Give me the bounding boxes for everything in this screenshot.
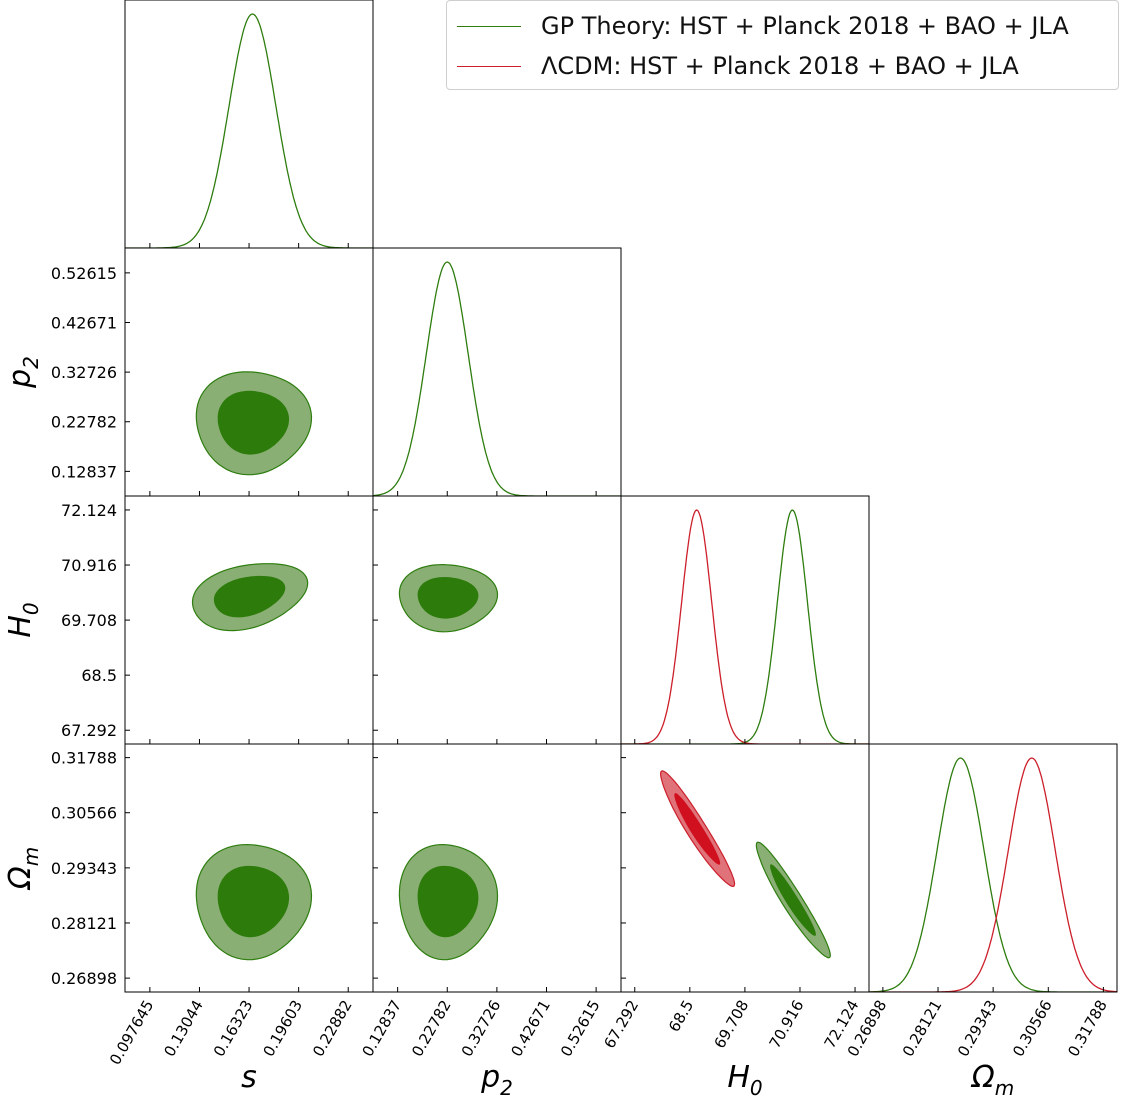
marginal-p2-series-0	[373, 261, 621, 496]
x-tick-label-s: 0.13044	[160, 997, 207, 1060]
legend-swatch-gp	[457, 25, 521, 27]
x-tick-label-p2: 0.22782	[408, 997, 455, 1060]
contour-68-s-Om-series-0	[217, 865, 290, 938]
panel-H0-s	[124, 495, 374, 745]
y-tick-label-Om: 0.28121	[51, 914, 117, 933]
y-tick-label-H0: 72.124	[61, 501, 117, 520]
y-tick-label-H0: 69.708	[61, 611, 117, 630]
panel-Om-p2	[372, 743, 622, 993]
x-tick-label-Om: 0.30566	[1009, 997, 1056, 1060]
x-tick-label-H0: 68.5	[665, 997, 697, 1035]
marginal-H0-series-1	[621, 509, 869, 744]
marginal-Om-series-1	[869, 757, 1117, 992]
marginal-s-series-0	[125, 13, 373, 248]
legend-label-gp: GP Theory: HST + Planck 2018 + BAO + JLA	[541, 12, 1069, 40]
panel-Om-H0	[620, 743, 870, 993]
panel-s-s	[124, 0, 374, 249]
y-tick-label-H0: 70.916	[61, 556, 117, 575]
y-tick-label-p2: 0.12837	[51, 462, 117, 481]
panel-frame	[620, 495, 870, 745]
panel-frame	[372, 247, 622, 497]
legend: GP Theory: HST + Planck 2018 + BAO + JLA…	[446, 0, 1119, 90]
x-axis-label-s: s	[241, 1060, 257, 1095]
y-tick-label-p2: 0.42671	[51, 313, 117, 332]
contour-68-s-p2-series-0	[217, 390, 290, 455]
marginal-Om-series-0	[869, 757, 1117, 992]
x-axis-label-p2: p2	[480, 1060, 513, 1100]
legend-label-lcdm: ΛCDM: HST + Planck 2018 + BAO + JLA	[541, 52, 1019, 80]
x-tick-label-p2: 0.12837	[358, 997, 405, 1060]
x-tick-label-Om: 0.28121	[899, 997, 946, 1060]
x-tick-label-H0: 70.916	[766, 997, 808, 1051]
contour-68-H0-Om-series-0	[770, 864, 816, 936]
panel-Om-s	[124, 743, 374, 993]
contour-68-p2-Om-series-0	[417, 865, 479, 938]
x-tick-label-p2: 0.42671	[507, 997, 554, 1060]
y-tick-label-H0: 67.292	[61, 721, 117, 740]
y-tick-label-Om: 0.26898	[51, 969, 117, 988]
panel-p2-p2	[372, 247, 622, 497]
panel-Om-Om	[868, 743, 1118, 993]
x-tick-label-H0: 69.708	[711, 997, 753, 1051]
x-tick-label-Om: 0.31788	[1064, 997, 1111, 1060]
contour-68-H0-Om-series-1	[674, 793, 721, 865]
panel-H0-H0	[620, 495, 870, 745]
panel-H0-p2	[372, 495, 622, 745]
x-tick-label-Om: 0.29343	[954, 997, 1001, 1060]
marginal-H0-series-0	[621, 509, 869, 744]
legend-entry-lcdm: ΛCDM: HST + Planck 2018 + BAO + JLA	[457, 46, 1019, 86]
contour-68-p2-H0-series-0	[417, 577, 479, 619]
y-tick-label-Om: 0.30566	[51, 804, 117, 823]
y-axis-label-H0: H0	[3, 602, 43, 637]
x-axis-label-H0: H0	[727, 1060, 762, 1100]
y-tick-label-p2: 0.22782	[51, 413, 117, 432]
x-tick-label-s: 0.097645	[106, 997, 157, 1068]
y-tick-label-Om: 0.29343	[51, 859, 117, 878]
y-tick-label-p2: 0.32726	[51, 363, 117, 382]
legend-swatch-lcdm	[457, 65, 521, 67]
y-axis-label-p2: p2	[3, 356, 43, 389]
x-tick-label-H0: 67.292	[600, 997, 642, 1051]
panel-frame	[868, 743, 1118, 993]
y-tick-label-H0: 68.5	[81, 666, 117, 685]
x-tick-label-s: 0.16323	[210, 997, 257, 1060]
y-tick-label-p2: 0.52615	[51, 264, 117, 283]
x-tick-label-p2: 0.32726	[458, 997, 505, 1060]
panel-p2-s	[124, 247, 374, 497]
x-tick-label-s: 0.19603	[260, 997, 307, 1060]
y-tick-label-Om: 0.31788	[51, 749, 117, 768]
contour-68-s-H0-series-0	[213, 575, 286, 618]
y-axis-label-Om: Ωm	[3, 847, 43, 891]
panel-frame	[620, 743, 870, 993]
x-axis-label-Om: Ωm	[970, 1060, 1014, 1100]
x-tick-label-p2: 0.52615	[557, 997, 604, 1060]
panel-frame	[372, 495, 622, 745]
panel-frame	[124, 0, 374, 249]
legend-entry-gp: GP Theory: HST + Planck 2018 + BAO + JLA	[457, 6, 1069, 46]
x-tick-label-s: 0.22882	[309, 997, 356, 1060]
